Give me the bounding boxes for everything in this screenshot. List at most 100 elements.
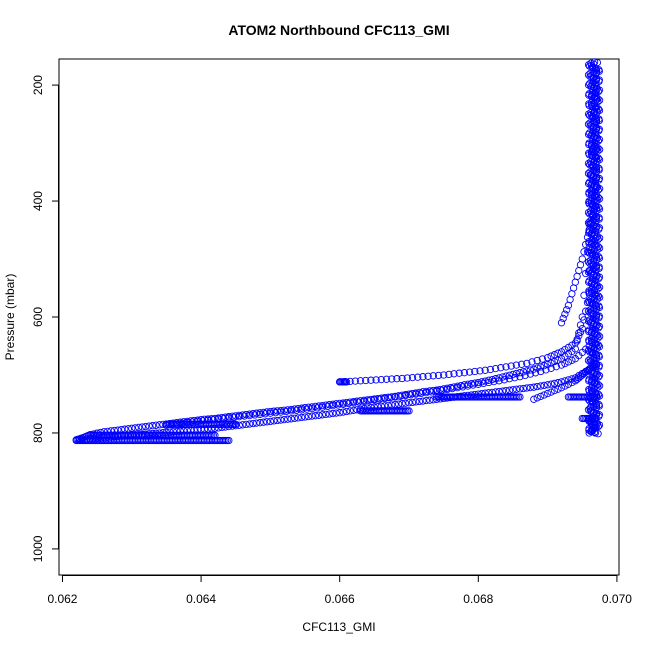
data-point (547, 388, 555, 396)
data-point (270, 407, 278, 415)
data-point (455, 369, 463, 377)
data-point (505, 375, 514, 383)
data-point (460, 369, 469, 377)
data-point (576, 321, 585, 329)
data-point (543, 389, 552, 398)
data-point (543, 381, 552, 389)
data-point (440, 371, 448, 379)
data-point (459, 383, 467, 391)
data-point (429, 386, 437, 395)
data-point (396, 392, 404, 400)
data-point (367, 395, 375, 404)
data-point (284, 415, 292, 423)
data-point (211, 431, 219, 439)
data-point (367, 376, 375, 384)
data-point (372, 376, 380, 384)
data-point (512, 385, 521, 393)
data-point (398, 391, 406, 399)
data-point (591, 429, 599, 437)
data-point (252, 419, 261, 427)
y-tick-label: 800 (31, 423, 45, 443)
data-point (424, 372, 432, 380)
data-point (408, 389, 417, 398)
data-point (448, 384, 456, 393)
data-point (471, 379, 479, 387)
data-point (547, 352, 555, 360)
data-point (547, 364, 555, 372)
data-point (356, 397, 365, 405)
data-point (249, 410, 257, 418)
data-point (589, 405, 597, 413)
data-point (412, 398, 420, 406)
data-point (505, 386, 514, 394)
data-point (294, 414, 302, 422)
x-tick-label: 0.070 (602, 592, 632, 606)
data-point (585, 348, 594, 356)
data-point (388, 375, 396, 383)
data-point (277, 416, 285, 424)
data-point (564, 358, 573, 366)
data-point (440, 385, 448, 393)
data-point (148, 422, 157, 430)
data-point (266, 409, 275, 417)
data-point (516, 393, 524, 401)
data-point (290, 414, 299, 422)
data-point (398, 374, 406, 383)
data-point (561, 310, 569, 318)
data-point (429, 372, 437, 380)
data-point (232, 420, 240, 428)
data-point (266, 417, 275, 426)
data-point (502, 363, 510, 371)
data-point (588, 267, 597, 275)
data-point (349, 406, 358, 414)
data-point (547, 380, 555, 388)
data-point (398, 400, 406, 408)
data-point (481, 377, 489, 385)
data-point (240, 412, 249, 420)
data-point (450, 370, 458, 378)
data-point (589, 169, 597, 177)
data-point (375, 395, 384, 403)
data-point (318, 403, 327, 411)
data-point (573, 335, 581, 344)
data-point (346, 398, 354, 406)
data-point (230, 413, 238, 421)
data-point (329, 402, 337, 410)
data-point (313, 404, 321, 412)
data-point (481, 366, 489, 374)
data-point (550, 379, 559, 388)
data-point (519, 384, 528, 393)
data-point (239, 421, 247, 429)
data-point (453, 384, 462, 392)
data-point (426, 387, 434, 395)
data-point (557, 319, 566, 327)
data-point (415, 388, 424, 397)
data-point (464, 391, 472, 400)
data-point (273, 407, 281, 415)
data-point (393, 375, 401, 383)
data-point (381, 394, 389, 403)
data-point (537, 367, 545, 376)
data-point (595, 106, 604, 115)
data-point (235, 413, 243, 421)
data-point (486, 365, 495, 374)
data-point (332, 409, 340, 417)
data-point (531, 369, 540, 377)
data-point (586, 397, 594, 405)
data-point (322, 410, 330, 419)
data-point (325, 410, 333, 418)
data-point (559, 314, 567, 323)
data-point (507, 362, 515, 370)
data-point (590, 428, 599, 436)
data-point (308, 404, 316, 413)
data-point (576, 328, 585, 336)
data-point (377, 394, 385, 402)
data-point (329, 409, 337, 418)
data-point (500, 376, 508, 384)
data-point (292, 406, 301, 414)
data-point (303, 405, 311, 413)
data-point (342, 378, 351, 386)
data-point (543, 353, 552, 362)
data-point (584, 317, 593, 325)
data-point (287, 407, 295, 415)
